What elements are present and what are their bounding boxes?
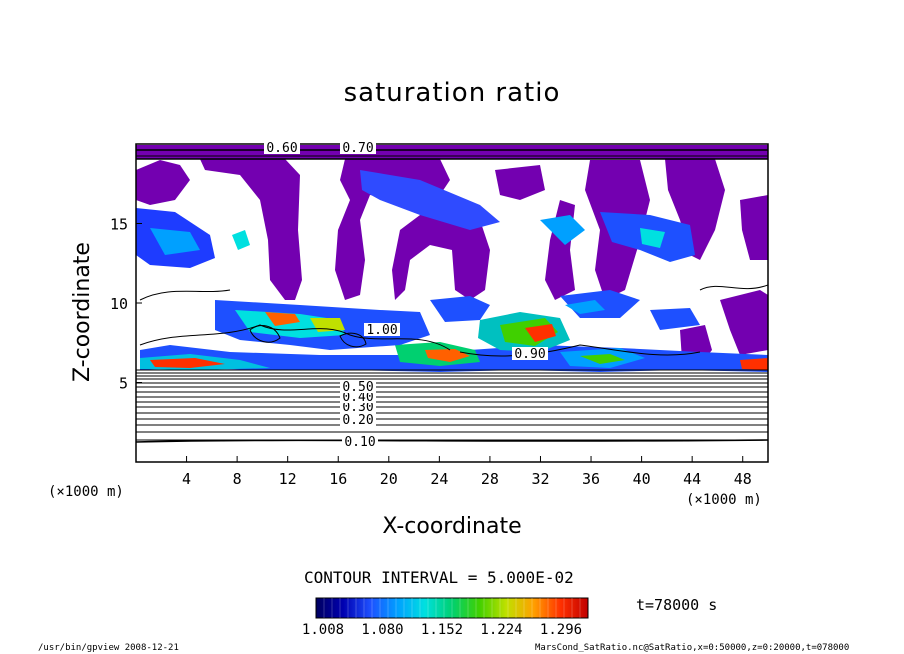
contour-label-bg xyxy=(340,400,376,413)
contour-label: 0.30 xyxy=(342,400,373,415)
contour-label-bg xyxy=(340,380,376,393)
contour-interval-label: CONTOUR INTERVAL = 5.000E-02 xyxy=(304,568,574,587)
contour-label: 0.40 xyxy=(342,390,373,405)
contour-label: 0.20 xyxy=(342,413,373,428)
y-tick-label: 15 xyxy=(110,216,128,234)
x-tick-label: 20 xyxy=(380,470,398,488)
contour-label: 1.00 xyxy=(366,323,397,338)
x-tick-label: 48 xyxy=(734,470,752,488)
x-tick-label: 4 xyxy=(182,470,191,488)
colorbar xyxy=(315,597,589,619)
contour-label-bg xyxy=(342,435,378,448)
time-label: t=78000 s xyxy=(636,596,718,614)
contour-label-group: 0.10 0.200.300.400.50 0.60 0.70 0.90 1.00 xyxy=(264,141,548,450)
x-tick-label: 16 xyxy=(329,470,347,488)
contour-label: 0.70 xyxy=(342,141,373,156)
contour-label-bg xyxy=(264,141,300,154)
contour-lines xyxy=(136,149,768,443)
footer-command: /usr/bin/gpview 2008-12-21 xyxy=(38,643,179,653)
colorbar-tick-label: 1.008 xyxy=(301,622,345,638)
saturation-field xyxy=(136,145,768,443)
y-axis-ticks: 5 10 15 xyxy=(110,216,142,393)
chart-title: saturation ratio xyxy=(343,78,561,108)
y-tick-label: 10 xyxy=(110,295,128,313)
x-unit-label-left: (×1000 m) xyxy=(48,484,124,500)
x-tick-label: 36 xyxy=(582,470,600,488)
colorbar-tick-label: 1.224 xyxy=(480,622,523,638)
colorbar-tick-label: 1.080 xyxy=(361,622,404,638)
colorbar-tick-label: 1.152 xyxy=(420,622,464,638)
contour-label-bg xyxy=(340,413,376,426)
contour-label: 0.50 xyxy=(342,380,373,395)
x-tick-label: 40 xyxy=(633,470,651,488)
contour-label-bg xyxy=(364,323,400,336)
contour-label-bg xyxy=(340,141,376,154)
x-tick-label: 44 xyxy=(683,470,701,488)
contour-label-bg xyxy=(340,390,376,403)
x-axis-label: X-coordinate xyxy=(382,514,522,539)
x-tick-label: 28 xyxy=(481,470,499,488)
footer-source: MarsCond_SatRatio.nc@SatRatio,x=0:50000,… xyxy=(535,643,850,653)
lower-cloud-band xyxy=(140,290,768,372)
contour-label: 0.60 xyxy=(266,141,297,156)
x-tick-label: 24 xyxy=(430,470,448,488)
contour-label: 0.10 xyxy=(344,435,375,450)
x-axis-ticks: 4 8 12 16 20 24 28 32 36 40 44 48 xyxy=(182,456,752,488)
x-tick-label: 32 xyxy=(531,470,549,488)
x-tick-label: 12 xyxy=(279,470,297,488)
contour-label-bg xyxy=(512,347,548,360)
upper-cloud-regions xyxy=(136,170,695,268)
contour-label: 0.90 xyxy=(514,347,545,362)
colorbar-stripes xyxy=(323,598,581,618)
y-axis-label: Z-coordinate xyxy=(70,242,95,382)
y-tick-label: 5 xyxy=(119,375,128,393)
colorbar-tick-label: 1.296 xyxy=(539,622,583,638)
x-tick-label: 8 xyxy=(233,470,242,488)
x-unit-label-right: (×1000 m) xyxy=(686,492,762,508)
